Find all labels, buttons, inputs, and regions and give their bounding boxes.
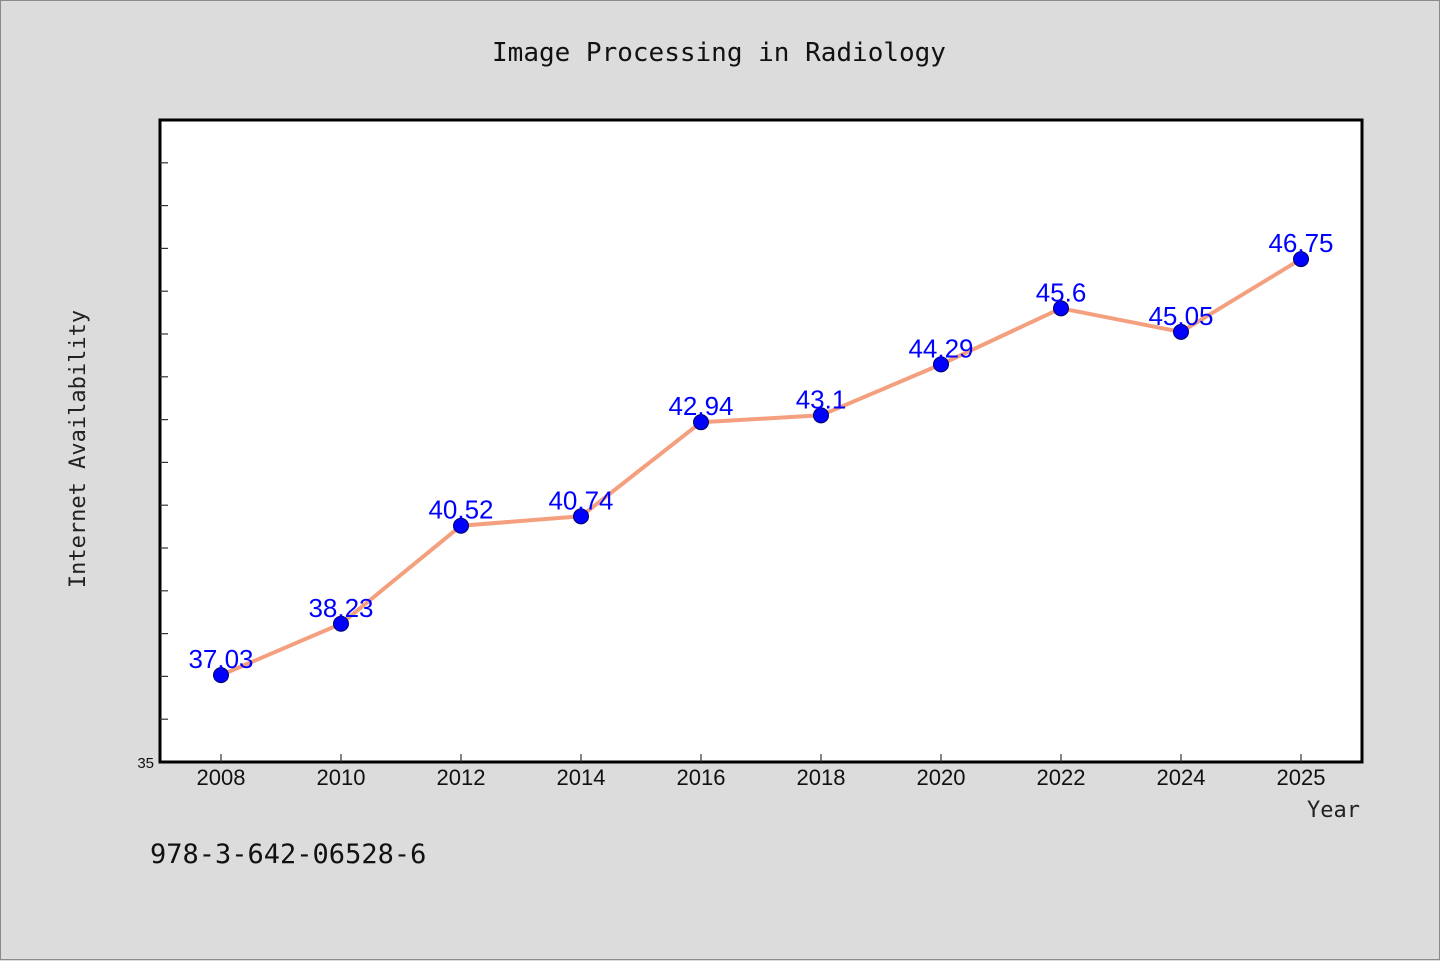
x-tick-label: 2014 [557,765,606,790]
data-point [1293,251,1309,268]
data-label: 44.29 [908,333,973,363]
x-tick-label: 2022 [1037,765,1086,790]
x-tick-label: 2025 [1277,765,1326,790]
series-line [219,257,1303,678]
data-markers [213,251,1309,684]
y-tick-label: 35 [137,755,154,772]
x-axis-ticks: 2008 2010 2012 2014 2016 2018 2020 2022 2024 2025 [197,754,1326,790]
data-label: 40.74 [548,485,613,515]
data-point [1173,323,1189,340]
data-label: 37.03 [188,644,253,674]
data-point [453,517,469,534]
x-axis-title: Year [1307,798,1360,823]
data-point [573,508,589,525]
x-tick-label: 2010 [317,765,366,790]
data-point [933,356,949,373]
data-label: 45.05 [1148,301,1213,331]
y-axis-ticks: 35 [137,162,168,772]
data-point [693,414,709,431]
isbn-text: 978-3-642-06528-6 [150,839,426,870]
data-label: 38.23 [308,593,373,623]
data-label: 46.75 [1268,228,1333,258]
data-point [1053,300,1069,317]
x-tick-label: 2016 [677,765,726,790]
data-label: 45.6 [1036,277,1087,307]
chart-title: Image Processing in Radiology [492,38,946,68]
data-point [333,615,349,632]
y-axis-title: Internet Availability [66,310,91,588]
x-tick-label: 2012 [437,765,486,790]
x-tick-label: 2008 [197,765,246,790]
plot-area [158,118,1364,764]
data-labels: 37.03 38.23 40.52 40.74 42.94 43.1 44.29 45.6 45… [188,228,1333,674]
data-point [813,407,829,424]
x-tick-label: 2024 [1157,765,1206,790]
x-tick-label: 2020 [917,765,966,790]
x-tick-label: 2018 [797,765,846,790]
data-label: 40.52 [428,495,493,525]
data-label: 42.94 [668,391,733,421]
data-point [213,667,229,684]
data-label: 43.1 [796,384,847,414]
